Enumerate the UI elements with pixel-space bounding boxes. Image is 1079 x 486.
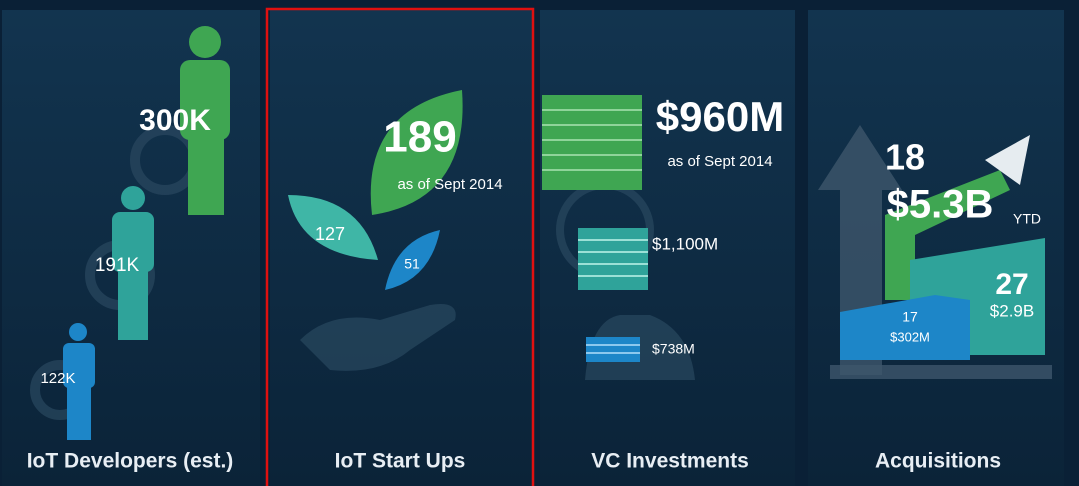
label-ytd: YTD bbox=[1013, 211, 1041, 227]
arrow-head bbox=[985, 135, 1030, 185]
label-191k: 191K bbox=[95, 255, 140, 276]
label-960m: $960M bbox=[656, 93, 784, 140]
money-stack-medium bbox=[578, 228, 648, 290]
label-1100m: $1,100M bbox=[652, 234, 718, 253]
label-date: as of Sept 2014 bbox=[397, 176, 502, 193]
leaf-large bbox=[370, 90, 463, 215]
label-51: 51 bbox=[404, 256, 420, 272]
panel-title: VC Investments bbox=[591, 450, 749, 473]
leaf-left bbox=[288, 195, 378, 260]
hand bbox=[300, 304, 456, 371]
money-stack-large bbox=[542, 95, 642, 190]
label-738m: $738M bbox=[652, 341, 695, 357]
panel-title: IoT Start Ups bbox=[335, 450, 466, 473]
label-18: 18 bbox=[885, 137, 925, 178]
label-5-3b: $5.3B bbox=[887, 183, 994, 227]
label-189: 189 bbox=[383, 113, 456, 162]
money-stack-small bbox=[586, 337, 640, 362]
label-date: as of Sept 2014 bbox=[667, 153, 772, 170]
base bbox=[830, 365, 1052, 379]
label-302m: $302M bbox=[890, 329, 930, 344]
block-blue bbox=[840, 295, 970, 360]
panel-title: IoT Developers (est.) bbox=[27, 450, 234, 473]
label-122k: 122K bbox=[40, 370, 75, 387]
label-2-9b: $2.9B bbox=[990, 301, 1034, 320]
leaf-right bbox=[385, 230, 440, 290]
panel-title: Acquisitions bbox=[875, 450, 1001, 473]
label-17: 17 bbox=[902, 309, 918, 325]
panel bbox=[270, 10, 532, 486]
person-small bbox=[63, 323, 95, 440]
label-27: 27 bbox=[995, 268, 1028, 301]
person-medium bbox=[112, 186, 154, 340]
green-trend bbox=[885, 170, 1010, 300]
label-127: 127 bbox=[315, 224, 345, 244]
label-300k: 300K bbox=[139, 104, 211, 137]
highlight-box bbox=[265, 7, 535, 486]
person-large bbox=[180, 26, 230, 215]
